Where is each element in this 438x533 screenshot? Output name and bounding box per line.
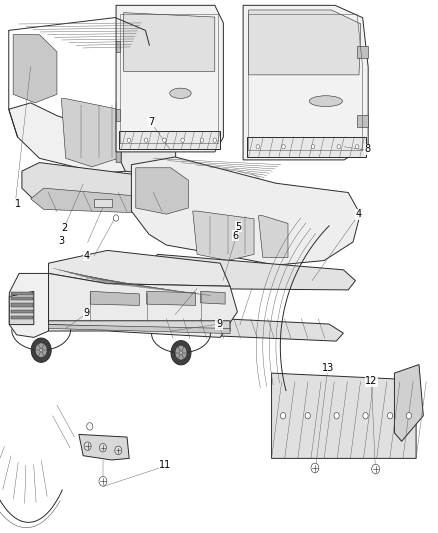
Text: 5: 5 (236, 222, 242, 231)
Polygon shape (121, 103, 176, 175)
Text: 4: 4 (355, 209, 361, 219)
Circle shape (162, 138, 166, 142)
Circle shape (363, 413, 368, 419)
Polygon shape (11, 292, 32, 295)
Text: 8: 8 (365, 144, 371, 154)
Circle shape (113, 215, 119, 221)
Circle shape (355, 144, 359, 149)
Polygon shape (49, 273, 237, 337)
Circle shape (175, 345, 187, 360)
Text: 7: 7 (148, 117, 154, 126)
Polygon shape (94, 199, 112, 207)
Circle shape (87, 423, 93, 430)
Circle shape (334, 413, 339, 419)
Polygon shape (49, 321, 230, 331)
Ellipse shape (170, 88, 191, 99)
Polygon shape (116, 109, 120, 121)
Circle shape (305, 413, 310, 419)
Polygon shape (9, 103, 127, 173)
Polygon shape (22, 163, 190, 209)
Circle shape (115, 446, 122, 455)
Text: 6: 6 (233, 231, 239, 240)
Polygon shape (201, 292, 225, 304)
Polygon shape (116, 103, 123, 163)
Polygon shape (258, 216, 288, 257)
Circle shape (181, 138, 184, 142)
Circle shape (337, 144, 340, 149)
Circle shape (311, 144, 315, 149)
Text: 9: 9 (216, 319, 222, 329)
Circle shape (145, 138, 148, 142)
Polygon shape (249, 10, 361, 75)
Text: 1: 1 (15, 199, 21, 208)
Polygon shape (193, 211, 254, 261)
Polygon shape (11, 310, 32, 313)
Polygon shape (131, 157, 360, 265)
Circle shape (127, 138, 131, 142)
Circle shape (31, 338, 51, 362)
Polygon shape (11, 316, 32, 319)
Circle shape (311, 463, 319, 473)
Polygon shape (136, 168, 188, 214)
Circle shape (35, 343, 47, 358)
Circle shape (171, 341, 191, 365)
Text: 2: 2 (62, 223, 68, 233)
Polygon shape (357, 115, 368, 127)
Polygon shape (11, 303, 32, 306)
Circle shape (180, 351, 183, 354)
Circle shape (200, 138, 204, 142)
Circle shape (40, 349, 42, 352)
Polygon shape (140, 254, 356, 290)
Circle shape (84, 442, 91, 450)
Text: 12: 12 (365, 376, 378, 386)
Circle shape (99, 443, 106, 452)
Polygon shape (140, 316, 343, 341)
Polygon shape (49, 325, 230, 334)
Polygon shape (9, 292, 34, 325)
Polygon shape (243, 5, 368, 160)
Polygon shape (79, 434, 129, 460)
Polygon shape (13, 35, 57, 103)
Polygon shape (61, 99, 118, 167)
Polygon shape (49, 251, 230, 286)
Polygon shape (11, 297, 32, 300)
Circle shape (372, 464, 380, 474)
Polygon shape (90, 292, 139, 305)
Circle shape (406, 413, 411, 419)
Polygon shape (124, 13, 215, 71)
Circle shape (280, 413, 286, 419)
Text: 9: 9 (84, 309, 90, 318)
Polygon shape (119, 132, 220, 149)
Polygon shape (272, 373, 416, 458)
Text: 4: 4 (84, 251, 90, 261)
Polygon shape (357, 45, 368, 58)
Polygon shape (395, 365, 423, 441)
Text: 11: 11 (159, 460, 172, 470)
Circle shape (99, 477, 107, 486)
Text: 3: 3 (58, 236, 64, 246)
Circle shape (282, 144, 285, 149)
Ellipse shape (309, 96, 343, 107)
Polygon shape (31, 188, 176, 214)
Circle shape (256, 144, 260, 149)
Circle shape (213, 138, 216, 142)
Polygon shape (116, 41, 120, 52)
Polygon shape (116, 5, 223, 152)
Polygon shape (123, 105, 131, 163)
Text: 13: 13 (321, 363, 334, 373)
Polygon shape (147, 292, 196, 305)
Polygon shape (247, 137, 366, 157)
Circle shape (388, 413, 393, 419)
Polygon shape (9, 273, 49, 337)
